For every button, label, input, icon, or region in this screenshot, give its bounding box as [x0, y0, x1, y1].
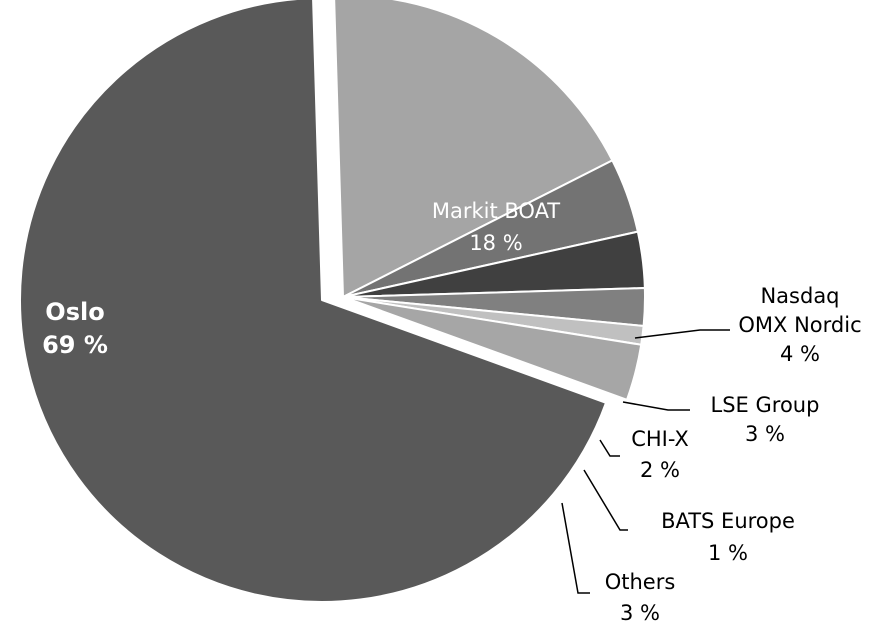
slice-name: Markit BOAT — [432, 199, 560, 223]
slice-label: CHI-X 2 % — [631, 427, 689, 482]
slice-label: Nasdaq OMX Nordic 4 % — [738, 284, 861, 366]
leader-line — [634, 329, 730, 339]
leader-line — [561, 502, 590, 594]
slice-percent: 1 % — [708, 541, 748, 565]
slice-labels: Oslo 69 % Markit BOAT 18 % Nasdaq OMX Nordic 4… — [42, 199, 862, 625]
slice-name: BATS Europe — [661, 509, 795, 533]
slice-label: LSE Group 3 % — [711, 393, 820, 446]
slice-name: LSE Group — [711, 393, 820, 417]
slice-percent: 4 % — [780, 342, 820, 366]
slice-label: Oslo 69 % — [42, 298, 108, 359]
slice-percent: 3 % — [745, 422, 785, 446]
pie-slice-others — [342, 296, 643, 401]
slice-label: Others 3 % — [605, 570, 676, 625]
slice-percent: 18 % — [469, 231, 522, 255]
slice-name: Nasdaq — [760, 284, 839, 308]
slice-name: Others — [605, 570, 676, 594]
slice-name: CHI-X — [631, 427, 689, 451]
leader-lines — [561, 329, 730, 594]
slice-label: Markit BOAT 18 % — [432, 199, 560, 255]
slice-percent: 3 % — [620, 601, 660, 625]
pie-slices — [19, 0, 647, 603]
slice-percent: 2 % — [640, 458, 680, 482]
slice-percent: 69 % — [42, 331, 108, 359]
pie-slice-oslo — [19, 0, 607, 603]
slice-name: Oslo — [45, 298, 104, 326]
leader-line — [599, 439, 620, 457]
leader-line — [583, 469, 628, 531]
slice-label: BATS Europe 1 % — [661, 509, 795, 565]
slice-name: OMX Nordic — [738, 313, 861, 337]
pie-slice-markit-boat — [333, 0, 614, 298]
leader-line — [622, 401, 690, 411]
